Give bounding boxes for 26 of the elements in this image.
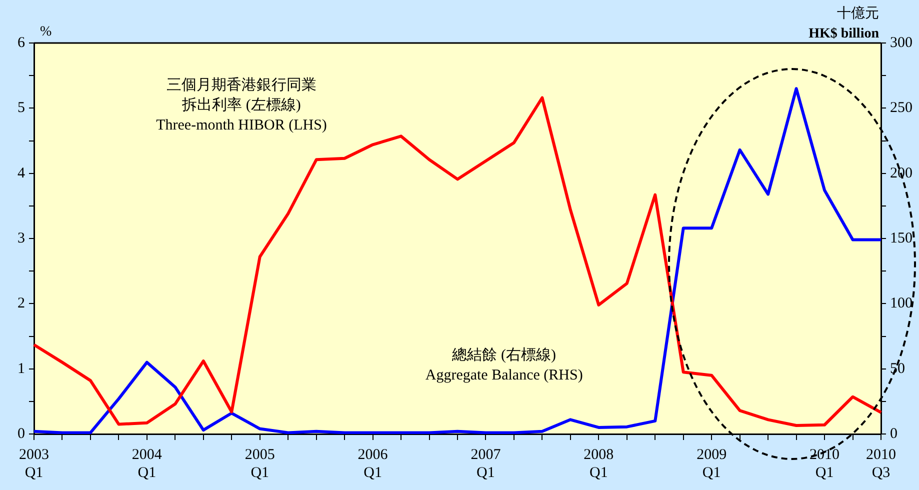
- x-tick-label: 2006 Q1: [358, 446, 388, 481]
- x-tick-label: 2008 Q1: [584, 446, 614, 481]
- y2-tick-label: 150: [890, 230, 912, 246]
- x-tick-label: 2007 Q1: [470, 446, 502, 481]
- x-tick-label: 2004 Q1: [132, 446, 162, 481]
- y-tick-label: 2: [18, 296, 25, 312]
- x-tick-label: 2005 Q1: [244, 446, 275, 481]
- x-tick-label: 2003 Q1: [19, 446, 49, 481]
- y2-tick-label: 300: [890, 34, 912, 51]
- y2-tick-label: 200: [890, 165, 912, 182]
- y2-tick-label: 100: [890, 296, 912, 312]
- y-tick-label: 0: [18, 426, 25, 442]
- y-tick-label: 1: [18, 360, 25, 377]
- y2-tick-label: 50: [890, 360, 905, 377]
- y-axis-title: %: [40, 24, 52, 40]
- y2-axis-title: 十億元 HK$ billion: [808, 6, 880, 42]
- y2-tick-label: 0: [890, 426, 898, 442]
- y-tick-label: 5: [18, 100, 25, 116]
- y-tick-label: 3: [18, 230, 25, 246]
- x-tick-label: 2009 Q1: [696, 446, 727, 481]
- y-tick-label: 4: [18, 165, 26, 182]
- text: 總結餘 (右標線) Aggregate Balance (RHS): [425, 346, 583, 384]
- x-tick-label: 2010 Q3: [866, 446, 896, 481]
- y-tick-label: 6: [18, 34, 26, 51]
- y2-tick-label: 250: [890, 100, 912, 116]
- series-label: 三個月期香港銀行同業拆出利率 (左標線) Three-month HIBOR (LHS): [156, 76, 327, 134]
